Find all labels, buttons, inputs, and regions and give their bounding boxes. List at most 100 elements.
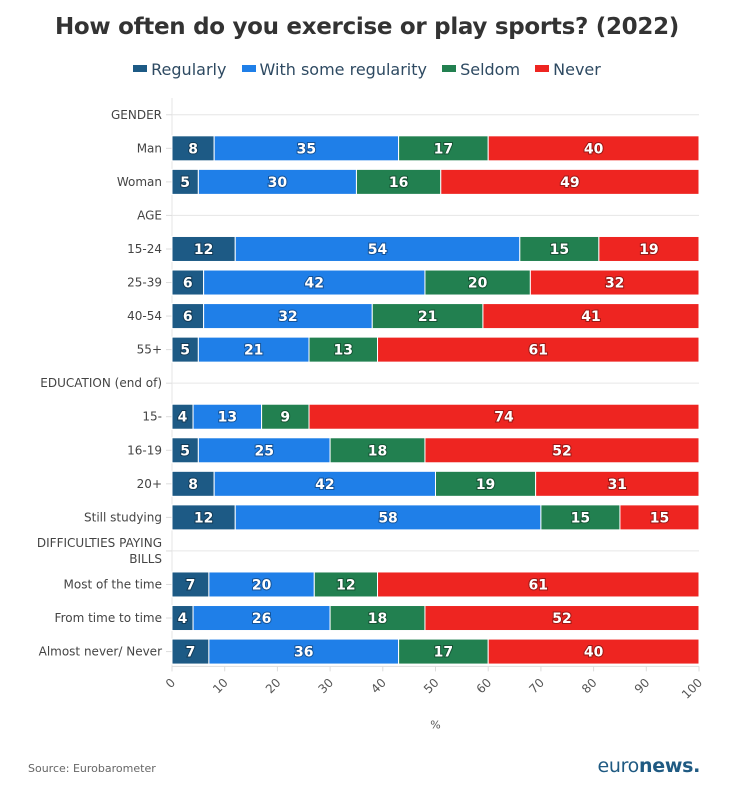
row-label: 55+: [137, 343, 162, 357]
bar-value-label: 26: [252, 611, 271, 627]
bar-value-label: 52: [552, 443, 571, 459]
bar-segment: [171, 303, 205, 330]
legend-item-never[interactable]: Never: [535, 60, 601, 79]
row-label: 15-: [142, 410, 162, 424]
bar-value-label: 20: [252, 577, 272, 593]
bar-value-label: 54: [368, 242, 388, 258]
row-label-line: DIFFICULTIES PAYING: [37, 536, 162, 550]
row-label: DIFFICULTIES PAYING BILLS: [37, 536, 162, 566]
row-label: Most of the time: [64, 577, 162, 591]
bar-segment: [424, 437, 700, 464]
bar-segment: [171, 638, 210, 665]
bar-segment: [619, 504, 700, 531]
bar-segment: [529, 269, 700, 296]
row-label: Woman: [117, 175, 162, 189]
x-tick-label: 0: [163, 676, 178, 691]
bar-value-label: 13: [334, 343, 353, 359]
legend-item-seldom[interactable]: Seldom: [442, 60, 520, 79]
bar-value-label: 12: [194, 242, 213, 258]
legend-label: Seldom: [460, 60, 521, 79]
bar-segment: [171, 336, 199, 363]
row-label: 16-19: [127, 443, 162, 457]
bar-segment: [519, 235, 600, 262]
bar-segment: [398, 135, 489, 162]
bar-segment: [197, 336, 310, 363]
bar-segment: [213, 135, 400, 162]
bar-value-label: 12: [336, 577, 355, 593]
bar-value-label: 30: [268, 175, 288, 191]
row-labels: GENDER Man Woman AGE 15-24 25-39 40-54 55+ EDUCA…: [37, 108, 162, 659]
legend-item-regularly[interactable]: Regularly: [133, 60, 226, 79]
bar-value-label: 5: [180, 443, 190, 459]
bar-value-label: 5: [180, 175, 190, 191]
row-label: Almost never/ Never: [39, 645, 162, 659]
bar-segment: [197, 168, 357, 195]
bar-segment: [261, 403, 310, 430]
row-label: From time to time: [55, 611, 162, 625]
bar-value-label: 4: [178, 410, 188, 426]
bar-value-label: 4: [178, 611, 188, 627]
bar-value-label: 42: [315, 477, 334, 493]
group-header-label: GENDER: [111, 108, 162, 122]
bar-value-label: 18: [368, 611, 387, 627]
bar-value-label: 42: [305, 276, 324, 292]
x-axis-title: %: [430, 718, 440, 731]
bar-segment: [355, 168, 442, 195]
bar-value-label: 6: [183, 276, 193, 292]
group-header-label: AGE: [137, 208, 162, 222]
x-axis: 0 10 20 30 40 50 60 70 80 90 100%: [163, 665, 705, 731]
row-label: 20+: [137, 477, 162, 491]
bar-value-label: 15: [550, 242, 569, 258]
bar-segment: [371, 303, 484, 330]
bar-segment: [171, 504, 236, 531]
bar-segment: [208, 638, 400, 665]
legend-label: Regularly: [151, 60, 227, 79]
bar-segment: [171, 168, 199, 195]
x-tick-label: 70: [526, 676, 547, 697]
bar-segment: [213, 470, 436, 497]
bar-value-label: 17: [434, 645, 453, 661]
bar-value-label: 20: [468, 276, 488, 292]
bar-segment: [424, 605, 700, 632]
bar-segment: [192, 403, 263, 430]
legend-swatch-regularly: [133, 65, 148, 72]
bar-value-label: 19: [639, 242, 658, 258]
logo-light: euro: [597, 755, 639, 777]
legend-swatch-seldom: [442, 65, 457, 72]
bar-segment: [377, 336, 700, 363]
bar-value-label: 61: [529, 577, 548, 593]
legend-item-some-regularity[interactable]: With some regularity: [241, 60, 427, 79]
bar-value-label: 5: [180, 343, 190, 359]
bar-segment: [398, 638, 489, 665]
row-label: Still studying: [84, 510, 162, 524]
x-tick-label: 20: [263, 676, 284, 697]
euronews-logo: euronews.: [597, 755, 700, 777]
bar-segment: [482, 303, 700, 330]
bar-segment: [203, 269, 426, 296]
x-tick-label: 40: [368, 676, 389, 697]
bar-value-label: 15: [650, 510, 669, 526]
bar-value-label: 17: [434, 141, 453, 157]
bar-segment: [440, 168, 700, 195]
bar-value-label: 40: [584, 645, 604, 661]
legend-label: With some regularity: [259, 60, 427, 79]
row-label: Man: [137, 141, 162, 155]
bar-segment: [329, 605, 426, 632]
bar-segment: [535, 470, 700, 497]
bar-segment: [313, 571, 379, 598]
legend-swatch-some-regularity: [241, 65, 256, 72]
source-note: Source: Eurobarometer: [28, 762, 156, 775]
bar-value-label: 32: [605, 276, 624, 292]
bar-segment: [171, 571, 210, 598]
bar-value-label: 19: [476, 477, 495, 493]
bar-value-label: 52: [552, 611, 571, 627]
legend: Regularly With some regularity Seldom Ne…: [0, 60, 734, 79]
row-label-line: BILLS: [129, 552, 162, 566]
bar-segment: [540, 504, 621, 531]
x-tick-label: 60: [474, 676, 495, 697]
bar-value-label: 8: [188, 477, 198, 493]
bar-segment: [171, 235, 236, 262]
bar-segment: [487, 135, 700, 162]
bar-value-label: 6: [183, 309, 193, 325]
